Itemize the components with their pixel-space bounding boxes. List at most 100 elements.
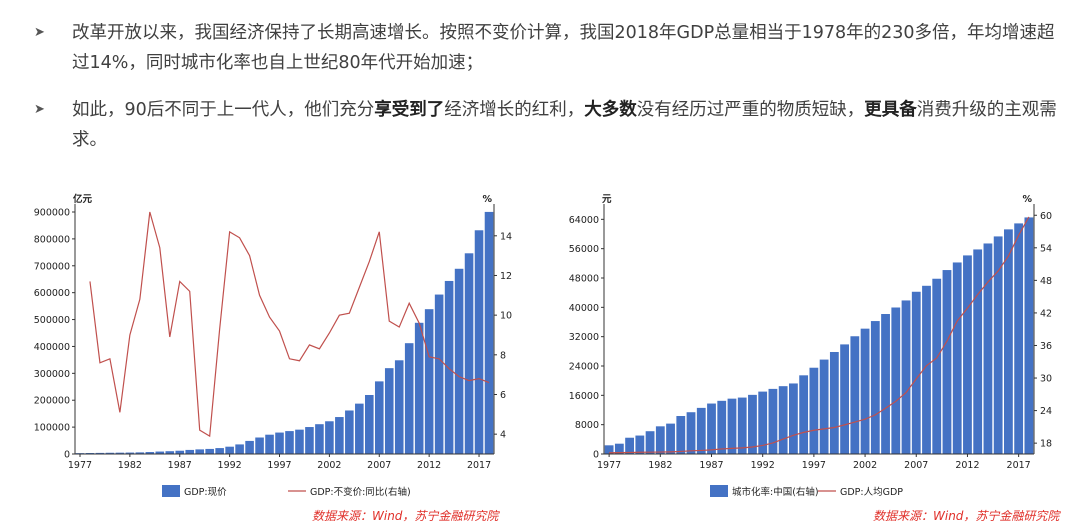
left-tick-label: 300000 (34, 369, 70, 380)
bar (255, 437, 264, 454)
right-tick-label: 4 (500, 430, 506, 441)
bar (365, 394, 374, 454)
x-tick-label: 1977 (68, 460, 92, 471)
left-tick-label: 800000 (34, 234, 70, 245)
bullet-item-1: ➤ 改革开放以来，我国经济保持了长期高速增长。按照不变价计算，我国2018年GD… (32, 18, 1072, 78)
legend-bar-swatch (710, 485, 728, 497)
right-tick-label: 42 (1040, 308, 1052, 319)
legend-bar-label: 城市化率:中国(右轴) (732, 486, 819, 498)
legend-line-label: GDP:不变价:同比(右轴) (310, 486, 411, 498)
left-tick-label: 200000 (34, 396, 70, 407)
bar (1014, 223, 1024, 454)
right-tick-label: 18 (1040, 439, 1052, 450)
bar (809, 367, 819, 454)
arrow-bullet-icon: ➤ (34, 102, 45, 117)
right-tick-label: 14 (500, 231, 512, 242)
bar (952, 262, 962, 454)
bar (454, 268, 464, 454)
left-tick-label: 16000 (569, 391, 599, 402)
bar (345, 410, 354, 454)
bar (983, 243, 993, 454)
bar (315, 424, 324, 454)
x-tick-label: 1987 (168, 460, 192, 471)
left-tick-label: 48000 (569, 274, 599, 285)
x-tick-label: 2017 (1007, 460, 1031, 471)
bar (829, 351, 839, 454)
bullet-text: 改革开放以来，我国经济保持了长期高速增长。按照不变价计算，我国2018年GDP总… (72, 23, 1055, 73)
bar (145, 452, 155, 454)
right-axis-unit: % (1022, 194, 1032, 205)
x-tick-label: 1982 (648, 460, 672, 471)
left-axis-unit: 元 (602, 194, 612, 205)
bar (860, 328, 870, 454)
bar (195, 449, 204, 454)
bar (225, 446, 234, 454)
bar (235, 444, 244, 454)
bar (384, 368, 394, 454)
x-tick-label: 2002 (317, 460, 341, 471)
left-tick-label: 40000 (569, 303, 599, 314)
bullet-text-bold: 更具备 (864, 100, 917, 120)
bar (355, 403, 364, 454)
right-tick-label: 48 (1040, 276, 1052, 287)
bar (901, 300, 911, 454)
bar (819, 359, 829, 454)
x-tick-label: 1997 (802, 460, 826, 471)
bar (265, 434, 274, 454)
right-tick-label: 12 (500, 271, 512, 282)
bar (394, 360, 404, 454)
arrow-bullet-icon: ➤ (34, 25, 45, 40)
bar (275, 432, 284, 454)
x-tick-label: 1977 (597, 460, 621, 471)
bullet-text-bold: 大多数 (584, 100, 637, 120)
x-tick-label: 2012 (955, 460, 979, 471)
legend-line-label: GDP:人均GDP (840, 486, 903, 498)
series-line (89, 211, 490, 438)
right-tick-label: 8 (500, 350, 506, 361)
bar (185, 449, 195, 454)
right-tick-label: 54 (1040, 243, 1052, 254)
gdp-growth-chart: 0 100000 200000 300000 400000 500000 600000 700… (28, 192, 540, 522)
bar (434, 294, 444, 454)
bullet-text-part: 如此，90后不同于上一代人，他们充分 (72, 100, 375, 120)
data-source-note: 数据来源：Wind，苏宁金融研究院 (312, 509, 499, 523)
bar (870, 321, 880, 454)
left-tick-label: 0 (593, 450, 599, 461)
bar (686, 412, 696, 454)
bullet-list: ➤ 改革开放以来，我国经济保持了长期高速增长。按照不变价计算，我国2018年GD… (32, 18, 1072, 172)
bullet-text-bold: 享受到了 (374, 100, 445, 120)
x-tick-label: 1992 (751, 460, 775, 471)
gdp-growth-chart-svg: 0 100000 200000 300000 400000 500000 600000 700… (34, 193, 512, 498)
bar (727, 398, 737, 454)
bar (95, 452, 105, 454)
bar (655, 426, 665, 454)
legend-bar-label: GDP:现价 (184, 487, 227, 498)
right-tick-label: 24 (1040, 406, 1052, 417)
bar (922, 285, 931, 454)
bar (604, 445, 614, 454)
bar (758, 391, 768, 454)
bar (737, 397, 747, 454)
left-tick-label: 64000 (569, 215, 599, 226)
x-tick-label: 2007 (904, 460, 928, 471)
bar (748, 394, 757, 454)
bar (676, 416, 686, 454)
bar (464, 253, 474, 454)
bar (155, 451, 165, 454)
bar (635, 435, 645, 454)
right-axis-unit: % (482, 194, 492, 205)
bar (625, 437, 634, 454)
x-tick-label: 1997 (267, 460, 291, 471)
bar (205, 448, 214, 454)
bar (125, 452, 135, 454)
x-tick-label: 2012 (417, 460, 441, 471)
bar (942, 270, 952, 454)
bar (1024, 217, 1034, 454)
x-tick-label: 1982 (118, 460, 142, 471)
x-tick-label: 2007 (367, 460, 391, 471)
bar (105, 452, 115, 454)
bullet-text-part: 没有经历过严重的物质短缺， (636, 100, 865, 120)
bar (414, 322, 424, 454)
bar (778, 386, 788, 454)
bar (404, 343, 414, 454)
